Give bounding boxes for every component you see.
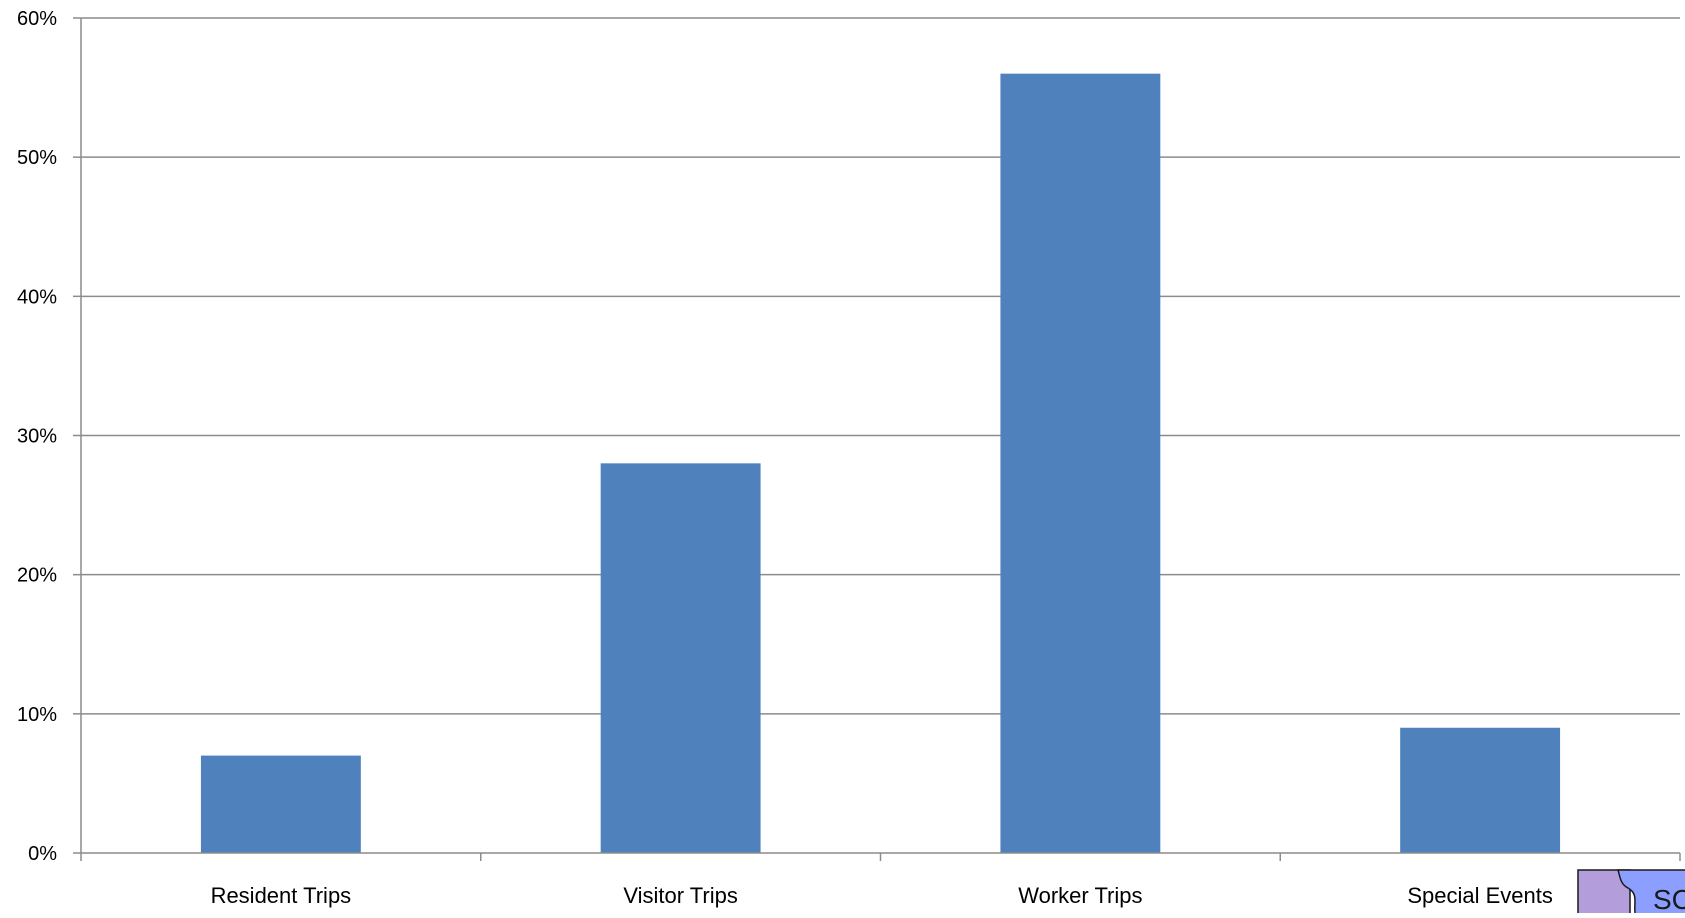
x-tick-label: Worker Trips [1018,883,1142,908]
x-tick-label: Visitor Trips [623,883,738,908]
axes [73,17,1681,861]
bars [200,73,1561,853]
y-tick-label: 30% [17,426,57,448]
y-tick-label: 0% [28,843,57,865]
y-tick-label: 50% [17,147,57,169]
y-tick-label: 60% [17,8,57,30]
bar [200,755,361,853]
y-tick-label: 40% [17,286,57,308]
gridlines [81,17,1680,715]
x-tick-label: Special Events [1407,883,1553,908]
x-tick-label: Resident Trips [211,883,352,908]
bar [600,463,761,853]
y-tick-label: 10% [17,704,57,726]
tick-labels: 0% 10% 20% 30% 40% 50% 60% Resident Trips Visito… [17,8,1553,908]
logo-badge: SC [1577,869,1685,918]
bar [1400,727,1561,853]
y-tick-label: 20% [17,565,57,587]
bar [1000,73,1161,853]
logo-text: SC [1653,884,1685,913]
